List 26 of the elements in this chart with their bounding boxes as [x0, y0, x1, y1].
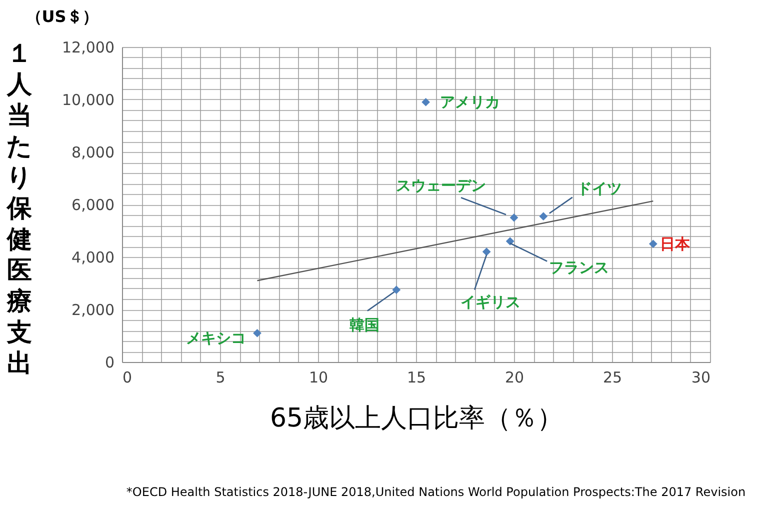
annotation: 日本: [660, 234, 692, 253]
text: １人当たり保健医療支出: [6, 38, 32, 378]
x-axis-title: 65歳以上人口比率（％）: [270, 404, 564, 434]
text: *OECD Health Statistics 2018-JUNE 2018,United Nations World Population Prospects:The 2017 Revision: [126, 485, 746, 499]
annotation: フランス: [549, 258, 610, 276]
annotation: イギリス: [460, 292, 521, 311]
x-tick-label: 5: [216, 368, 226, 386]
x-tick-label: 30: [691, 368, 710, 386]
x-tick-label: 10: [308, 368, 328, 386]
x-tick-label: 0: [122, 368, 132, 386]
annotation: アメリカ: [440, 93, 500, 112]
x-tick-label: 15: [406, 368, 426, 386]
annotation: ドイツ: [576, 179, 622, 198]
text: （US＄）: [26, 7, 98, 26]
y-tick-label: 0: [104, 354, 114, 372]
y-tick-label: 12,000: [62, 38, 114, 56]
y-tick-label: 4,000: [72, 248, 114, 266]
annotation: メキシコ: [186, 329, 246, 348]
y-tick-label: 2,000: [72, 301, 114, 319]
annotation: スウェーデン: [396, 176, 486, 195]
annotation: 韓国: [349, 316, 380, 334]
y-tick-label: 6,000: [72, 196, 114, 214]
y-tick-label: 8,000: [72, 144, 114, 162]
y-tick-label: 10,000: [62, 91, 114, 109]
x-tick-label: 25: [602, 368, 622, 386]
x-tick-label: 20: [504, 368, 524, 386]
